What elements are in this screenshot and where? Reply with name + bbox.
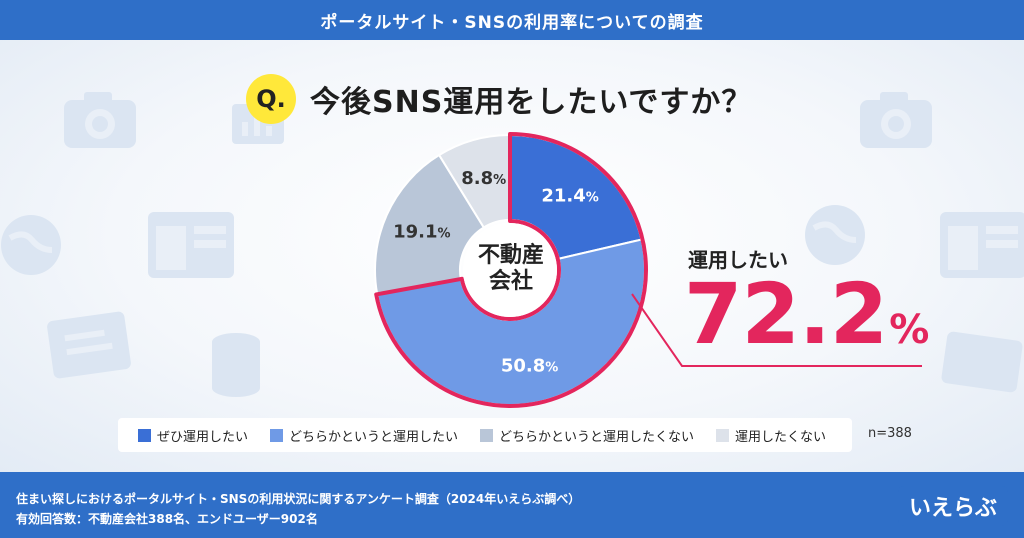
legend-label-1: どちらかというと運用したい xyxy=(289,429,459,445)
legend-item-2: どちらかというと運用したくない xyxy=(480,426,694,445)
footer-source: 住まい探しにおけるポータルサイト・SNSの利用状況に関するアンケート調査（202… xyxy=(16,492,581,506)
legend-swatch-0 xyxy=(138,428,151,442)
footer-bar: 住まい探しにおけるポータルサイト・SNSの利用状況に関するアンケート調査（202… xyxy=(0,472,1024,538)
question-row: Q. 今後SNS運用をしたいですか？ xyxy=(246,74,752,124)
legend-label-0: ぜひ運用したい xyxy=(157,429,249,445)
donut-chart: 21.4% 50.8% 19.1% 8.8% xyxy=(374,132,648,408)
question-badge: Q. xyxy=(246,74,296,124)
highlight-value: 72.2 % xyxy=(684,272,929,356)
slice-value-label-3: 8.8% xyxy=(461,168,506,189)
legend-swatch-2 xyxy=(480,428,494,442)
legend-item-1: どちらかというと運用したい xyxy=(270,426,458,445)
donut-center-label: 不動産 会社 xyxy=(461,219,561,319)
chart-legend: ぜひ運用したい どちらかというと運用したい どちらかというと運用したくない 運用したく… xyxy=(118,418,852,452)
globe-icon-right xyxy=(805,205,865,265)
donut-hole xyxy=(463,223,557,317)
legend-item-0: ぜひ運用したい xyxy=(138,426,248,445)
slice-value-label-1: 50.8% xyxy=(501,355,558,376)
legend-label-3: 運用したくない xyxy=(735,429,827,445)
question-text: 今後SNS運用をしたいですか？ xyxy=(310,85,753,120)
slice-value-label-2: 19.1% xyxy=(393,222,450,243)
brand-logo: いえらぶ xyxy=(898,486,1008,526)
legend-label-2: どちらかというと運用したくない xyxy=(499,429,695,445)
camera-icon-right xyxy=(860,92,932,148)
center-label-line2: 会社 xyxy=(488,269,533,294)
globe-icon xyxy=(1,215,61,275)
header-title: ポータルサイト・SNSの利用率についての調査 xyxy=(320,12,704,33)
browser-icon-right xyxy=(940,212,1024,278)
slice-value-label-0: 21.4% xyxy=(541,185,598,206)
legend-swatch-1 xyxy=(270,428,284,442)
highlight-caption: 運用したい xyxy=(688,248,788,272)
highlight-number: 72.2 xyxy=(684,265,888,363)
database-icon xyxy=(212,333,260,397)
document-icon xyxy=(47,311,131,379)
highlight-outline xyxy=(374,132,648,408)
center-label-line1: 不動産 xyxy=(477,242,544,268)
header-bar: ポータルサイト・SNSの利用率についての調査 xyxy=(0,0,1024,40)
camera-icon xyxy=(64,92,136,148)
donut-slice-2 xyxy=(374,153,486,296)
footer-respondents: 有効回答数：不動産会社388名、エンドユーザー902名 xyxy=(16,512,318,526)
sample-size: n=388 xyxy=(868,426,912,441)
browser-icon xyxy=(148,212,234,278)
highlight-unit: % xyxy=(889,307,930,353)
legend-swatch-3 xyxy=(716,428,730,442)
legend-item-3: 運用したくない xyxy=(716,426,826,445)
svg-text:いえらぶ: いえらぶ xyxy=(909,496,997,521)
card-icon-right xyxy=(941,331,1023,393)
